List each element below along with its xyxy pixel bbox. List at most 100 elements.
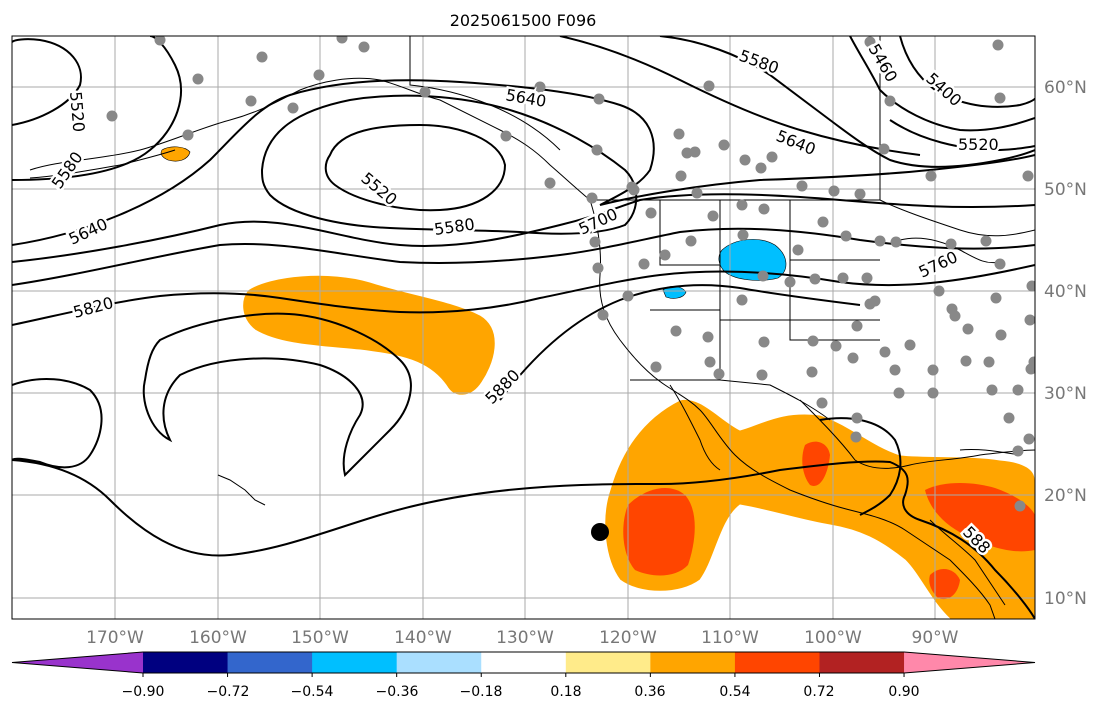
storm-center-marker: [591, 523, 609, 541]
station-dot: [702, 331, 714, 343]
contour-5580-low: [260, 94, 638, 235]
colorbar-segment: [819, 652, 905, 673]
lon-label: 120°W: [599, 628, 657, 648]
station-dot: [840, 230, 852, 242]
station-dot: [925, 170, 937, 182]
lon-label: 130°W: [496, 628, 554, 648]
station-dot: [864, 36, 876, 48]
colorbar-tick-label: −0.18: [460, 684, 503, 700]
station-dot: [645, 207, 657, 219]
station-dot: [622, 290, 634, 302]
station-dot: [980, 235, 992, 247]
station-dot: [994, 258, 1006, 270]
lon-label: 110°W: [701, 628, 759, 648]
station-dot: [817, 216, 829, 228]
contour-5640-ne: [559, 36, 921, 156]
station-dot: [691, 187, 703, 199]
station-dot: [992, 39, 1004, 51]
station-dot: [933, 285, 945, 297]
colorbar-tick-labels: −0.90 −0.72 −0.54 −0.36 −0.18 0.18 0.36 …: [122, 684, 920, 700]
longitude-labels: 170°W 160°W 150°W 140°W 130°W 120°W 110°…: [86, 628, 959, 648]
station-dot: [756, 369, 768, 381]
station-dot: [106, 110, 118, 122]
station-dot: [713, 368, 725, 380]
station-dot: [960, 355, 972, 367]
station-dot: [313, 69, 325, 81]
station-dot: [904, 339, 916, 351]
latitude-labels: 60°N 50°N 40°N 30°N 20°N 10°N: [1044, 78, 1087, 609]
contour-5700: [12, 193, 1035, 263]
station-dot: [650, 361, 662, 373]
station-dot: [287, 102, 299, 114]
contour-5520-nw: [12, 38, 82, 126]
contour-5520-low: [324, 123, 507, 212]
station-dot: [884, 95, 896, 107]
colorbar-segment: [481, 652, 567, 673]
station-dot: [589, 236, 601, 248]
station-dot: [864, 298, 876, 310]
contour-5460: [849, 36, 1035, 132]
station-dot: [792, 244, 804, 256]
station-dot: [718, 139, 730, 151]
map-frame: [11, 35, 1036, 620]
lat-lon-grid: [12, 36, 1035, 619]
station-dot: [1012, 384, 1024, 396]
contour-5880-eddy: [142, 312, 412, 477]
great-lakes: [899, 237, 1001, 264]
station-dot: [1025, 363, 1035, 375]
station-dot: [1003, 412, 1015, 424]
baja-california: [669, 384, 721, 471]
colorbar-extend-low: [12, 652, 143, 673]
station-dot: [192, 73, 204, 85]
station-dot: [685, 235, 697, 247]
station-dot: [758, 336, 770, 348]
colorbar-segment: [734, 652, 820, 673]
station-dot: [766, 151, 778, 163]
shaded-anomaly-fills: [160, 146, 1035, 619]
station-dot: [182, 129, 194, 141]
station-dot: [796, 180, 808, 192]
station-dot: [851, 320, 863, 332]
station-dot: [534, 81, 546, 93]
station-dot: [628, 184, 640, 196]
colorbar-tick-label: −0.36: [376, 684, 419, 700]
lon-label: 160°W: [189, 628, 247, 648]
lat-label: 50°N: [1044, 180, 1087, 200]
station-dot: [847, 352, 859, 364]
colorbar-tick-label: 0.36: [634, 684, 665, 700]
colorbar-extend-high: [904, 652, 1035, 673]
station-dot: [703, 80, 715, 92]
station-dot: [890, 236, 902, 248]
station-dot: [949, 310, 961, 322]
lon-label: 150°W: [291, 628, 349, 648]
station-dot: [830, 340, 842, 352]
contour-5580-ne: [659, 36, 1035, 168]
gulf-coast: [799, 399, 1035, 469]
lat-label: 10°N: [1044, 589, 1087, 609]
hawaii: [217, 474, 266, 506]
station-dot: [1014, 500, 1026, 512]
lat-label: 20°N: [1044, 486, 1087, 506]
station-dot: [673, 128, 685, 140]
station-dot: [154, 36, 166, 46]
station-dot: [681, 147, 693, 159]
station-markers: [106, 36, 1035, 512]
canada-east: [879, 36, 1035, 237]
colorbar-segment: [312, 652, 398, 673]
us-states-west: [650, 200, 880, 380]
station-dot: [990, 292, 1002, 304]
station-dot: [927, 364, 939, 376]
lon-label: 170°W: [86, 628, 144, 648]
station-dot: [755, 162, 767, 174]
station-dot: [591, 144, 603, 156]
station-dot: [544, 177, 556, 189]
station-dot: [689, 146, 701, 158]
central-america: [929, 519, 1006, 606]
contour-5880: [12, 284, 1035, 619]
lat-label: 40°N: [1044, 282, 1087, 302]
map-area: 5520 5580 5640 5520 5580 5640 5820 5880 …: [12, 36, 1035, 619]
colorbar-tick-label: 0.72: [803, 684, 834, 700]
station-dot: [1023, 433, 1035, 445]
station-dot: [816, 397, 828, 409]
station-dot: [245, 95, 257, 107]
